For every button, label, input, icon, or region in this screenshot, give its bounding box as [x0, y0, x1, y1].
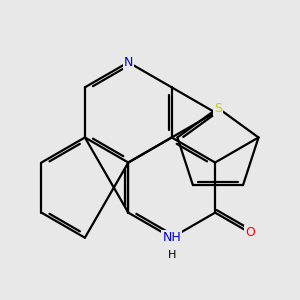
Text: H: H — [167, 250, 176, 260]
Text: S: S — [214, 101, 222, 115]
Text: O: O — [245, 226, 255, 239]
Text: N: N — [124, 56, 133, 69]
Text: NH: NH — [162, 231, 181, 244]
